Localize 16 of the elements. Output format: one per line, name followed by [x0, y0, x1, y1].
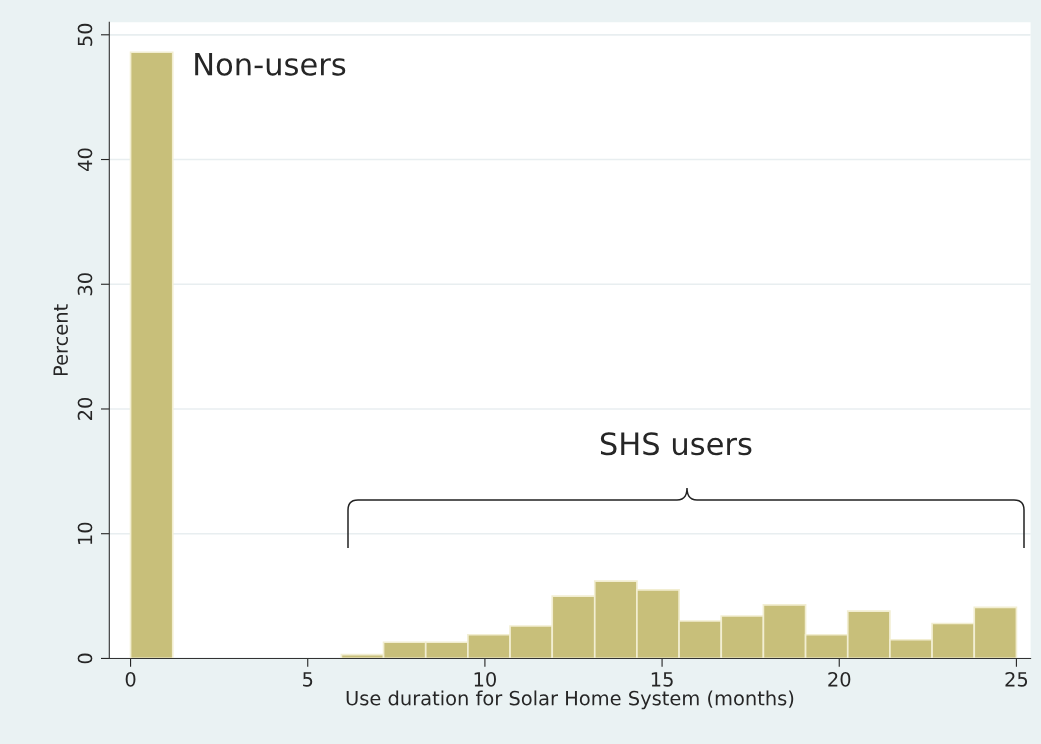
x-tick-label: 20	[828, 671, 851, 687]
y-tick-label: 20	[77, 397, 93, 420]
y-tick-label: 40	[77, 148, 93, 171]
y-axis-title: Percent	[53, 304, 68, 376]
y-tick-label: 30	[77, 273, 93, 296]
x-tick-label: 5	[303, 672, 313, 687]
x-tick-label: 15	[651, 672, 673, 687]
y-tick-label: 0	[77, 653, 93, 664]
y-tick-label: 10	[77, 522, 93, 544]
x-tick-label: 10	[474, 671, 496, 687]
y-tick-label: 50	[77, 23, 93, 46]
x-axis-title: Use duration for Solar Home System (months)	[346, 690, 794, 710]
annotation: Non-users	[195, 53, 346, 76]
annotation: SHS users	[600, 432, 752, 456]
x-tick-label: 0	[125, 671, 136, 687]
x-tick-label: 25	[1005, 671, 1028, 687]
